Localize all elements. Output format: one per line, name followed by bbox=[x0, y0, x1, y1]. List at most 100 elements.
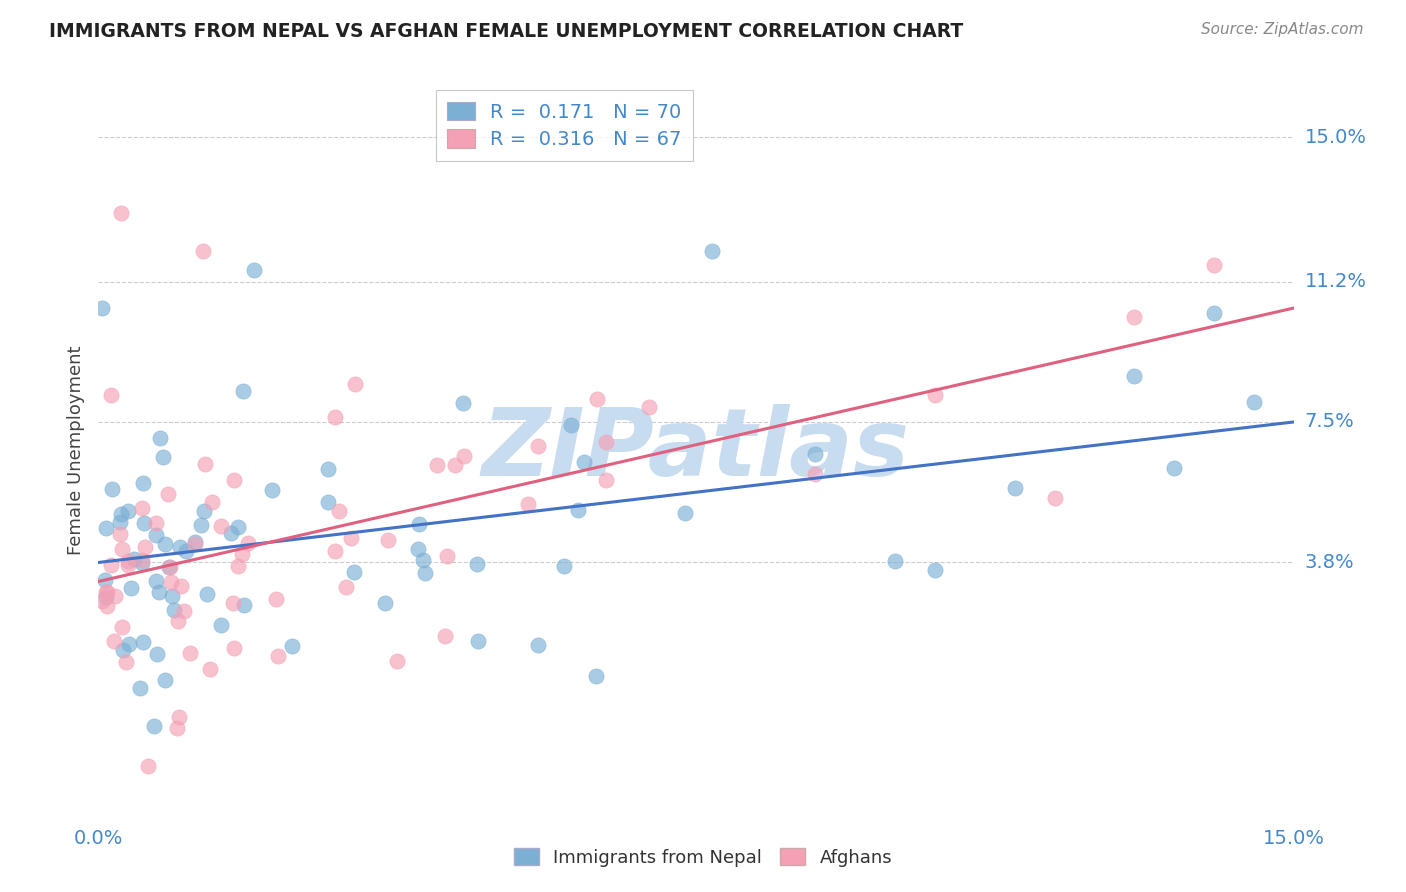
Point bbox=[136, 759, 159, 773]
Point bbox=[444, 458, 467, 472]
Point bbox=[453, 395, 475, 409]
Point bbox=[173, 604, 195, 618]
Point bbox=[167, 709, 190, 723]
Point bbox=[267, 648, 290, 663]
Point bbox=[132, 634, 155, 648]
Point bbox=[163, 603, 186, 617]
Point bbox=[100, 558, 122, 572]
Point bbox=[340, 531, 363, 545]
Point bbox=[91, 301, 114, 315]
Y-axis label: Female Unemployment: Female Unemployment bbox=[66, 346, 84, 555]
Point bbox=[174, 543, 197, 558]
Point bbox=[96, 599, 118, 613]
Point bbox=[316, 495, 339, 509]
Point bbox=[924, 388, 946, 402]
Point bbox=[153, 673, 176, 687]
Point bbox=[1202, 258, 1225, 272]
Point bbox=[804, 467, 827, 481]
Point bbox=[118, 637, 141, 651]
Point bbox=[426, 458, 449, 472]
Point bbox=[194, 457, 217, 471]
Point bbox=[124, 552, 146, 566]
Point bbox=[1043, 491, 1066, 505]
Point bbox=[142, 719, 165, 733]
Point bbox=[111, 620, 134, 634]
Text: 15.0%: 15.0% bbox=[1305, 128, 1367, 146]
Point bbox=[159, 560, 181, 574]
Point bbox=[131, 556, 153, 570]
Point bbox=[572, 455, 595, 469]
Point bbox=[91, 594, 114, 608]
Point bbox=[201, 495, 224, 509]
Point bbox=[120, 581, 142, 595]
Point bbox=[145, 574, 167, 588]
Point bbox=[209, 617, 232, 632]
Point bbox=[222, 596, 245, 610]
Point bbox=[924, 563, 946, 577]
Point bbox=[209, 518, 232, 533]
Point bbox=[195, 587, 218, 601]
Point bbox=[193, 244, 215, 259]
Point bbox=[179, 646, 201, 660]
Point bbox=[104, 589, 127, 603]
Point bbox=[157, 560, 180, 574]
Point bbox=[148, 584, 170, 599]
Point bbox=[526, 638, 548, 652]
Point bbox=[156, 487, 179, 501]
Point bbox=[184, 535, 207, 549]
Point bbox=[101, 482, 124, 496]
Point bbox=[170, 579, 193, 593]
Point bbox=[567, 503, 589, 517]
Point bbox=[323, 409, 346, 424]
Point bbox=[262, 483, 284, 498]
Point bbox=[1202, 306, 1225, 320]
Point bbox=[243, 263, 266, 277]
Point bbox=[1243, 395, 1265, 409]
Point bbox=[585, 669, 607, 683]
Point bbox=[169, 540, 191, 554]
Point bbox=[219, 525, 242, 540]
Point bbox=[586, 392, 609, 407]
Point bbox=[1123, 310, 1146, 325]
Point bbox=[96, 584, 118, 599]
Point bbox=[884, 554, 907, 568]
Point bbox=[1123, 368, 1146, 383]
Text: ZIPatlas: ZIPatlas bbox=[482, 404, 910, 497]
Point bbox=[100, 388, 122, 402]
Point bbox=[335, 580, 357, 594]
Point bbox=[408, 517, 430, 532]
Point bbox=[436, 549, 458, 564]
Text: 7.5%: 7.5% bbox=[1305, 412, 1354, 432]
Point bbox=[103, 633, 125, 648]
Point bbox=[281, 639, 304, 653]
Point bbox=[131, 475, 153, 490]
Point bbox=[638, 401, 661, 415]
Point bbox=[236, 535, 259, 549]
Point bbox=[145, 516, 167, 530]
Point bbox=[166, 721, 188, 735]
Point bbox=[406, 541, 429, 556]
Point bbox=[117, 558, 139, 572]
Text: Source: ZipAtlas.com: Source: ZipAtlas.com bbox=[1201, 22, 1364, 37]
Point bbox=[264, 591, 287, 606]
Point bbox=[131, 552, 153, 566]
Point bbox=[146, 647, 169, 661]
Point bbox=[110, 507, 132, 521]
Point bbox=[94, 521, 117, 535]
Point bbox=[149, 431, 172, 445]
Point bbox=[1163, 461, 1185, 475]
Point bbox=[184, 537, 207, 551]
Point bbox=[804, 447, 827, 461]
Point bbox=[134, 540, 156, 554]
Point bbox=[110, 516, 132, 530]
Point bbox=[344, 377, 367, 392]
Point bbox=[94, 584, 117, 599]
Point bbox=[153, 537, 176, 551]
Point bbox=[222, 640, 245, 655]
Point bbox=[166, 614, 188, 628]
Point bbox=[224, 473, 246, 487]
Point bbox=[343, 565, 366, 579]
Point bbox=[145, 528, 167, 542]
Point bbox=[595, 473, 617, 487]
Point bbox=[553, 558, 575, 573]
